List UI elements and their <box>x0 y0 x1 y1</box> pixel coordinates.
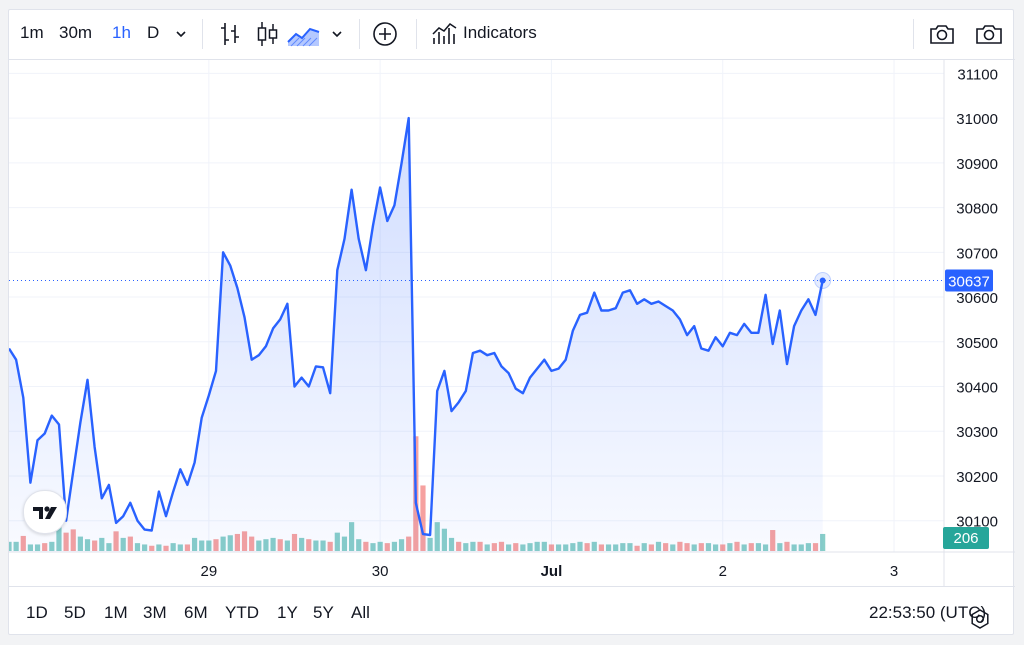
range-5y-button[interactable]: 5Y <box>313 603 334 622</box>
price-tick-label: 30800 <box>956 201 998 218</box>
price-tick-label: 30400 <box>956 380 998 397</box>
interval-30m[interactable]: 30m <box>59 23 93 42</box>
chart-toolbar: 1m 30m 1h D Indicators <box>9 10 1015 60</box>
price-area-fill <box>9 118 823 552</box>
candles-icon[interactable] <box>254 20 280 48</box>
range-1m-button[interactable]: 1M <box>104 603 128 622</box>
time-tick-label: 30 <box>372 563 389 580</box>
range-1d-button[interactable]: 1D <box>26 603 48 622</box>
last-volume-badge <box>943 527 989 549</box>
volume-bar <box>420 485 426 551</box>
last-price-badge <box>945 269 993 292</box>
time-tick-label: Jul <box>541 563 563 580</box>
toolbar-divider <box>202 19 203 49</box>
last-price-label: 30637 <box>948 274 990 291</box>
bars-icon[interactable] <box>217 20 243 48</box>
toolbar-divider <box>913 19 914 49</box>
snapshot-icon[interactable] <box>974 20 1004 48</box>
indicators-icon[interactable] <box>431 20 459 48</box>
range-6m-button[interactable]: 6M <box>184 603 208 622</box>
price-chart[interactable]: 31100 31000 30900 30800 30700 30600 30500 30400… <box>6 60 1015 586</box>
price-tick-label: 30900 <box>956 156 998 173</box>
last-volume-label: 206 <box>953 530 978 547</box>
range-3m-button[interactable]: 3M <box>143 603 167 622</box>
utc-clock: 22:53:50 (UTC) <box>869 603 987 622</box>
settings-gear-icon[interactable] <box>969 608 991 630</box>
price-tick-label: 31000 <box>956 111 998 128</box>
time-tick-label: 3 <box>890 563 898 580</box>
price-tick-label: 30500 <box>956 335 998 352</box>
range-ytd-button[interactable]: YTD <box>225 603 259 622</box>
price-tick-label: 31100 <box>957 66 998 83</box>
toolbar-divider <box>359 19 360 49</box>
time-tick-label: 29 <box>201 563 218 580</box>
chart-area[interactable]: 31100 31000 30900 30800 30700 30600 30500 30400… <box>6 60 1015 629</box>
range-5d-button[interactable]: 5D <box>64 603 86 622</box>
interval-1h[interactable]: 1h <box>112 23 131 42</box>
indicators-button[interactable]: Indicators <box>463 23 537 42</box>
price-tick-label: 30100 <box>956 514 998 531</box>
price-line <box>7 116 824 537</box>
chevron-down-icon[interactable] <box>331 29 343 39</box>
chevron-down-icon[interactable] <box>175 29 187 39</box>
interval-d[interactable]: D <box>147 23 160 42</box>
interval-1m[interactable]: 1m <box>20 23 44 42</box>
range-1y-button[interactable]: 1Y <box>277 603 298 622</box>
price-tick-label: 30700 <box>956 245 998 262</box>
range-bar: 1D 5D 1M 3M 6M YTD 1Y 5Y All 22:53:50 (U… <box>9 586 1015 636</box>
tradingview-logo-icon <box>33 506 57 519</box>
range-all-button[interactable]: All <box>351 603 370 622</box>
chart-widget: 1m 30m 1h D Indicators <box>6 9 1015 636</box>
compare-add-icon[interactable] <box>371 20 399 48</box>
price-tick-label: 30600 <box>956 290 998 307</box>
area-chart-icon[interactable] <box>287 20 321 48</box>
price-tick-label: 30300 <box>956 424 998 441</box>
last-price-dot <box>819 277 826 284</box>
tradingview-logo[interactable] <box>23 490 67 534</box>
camera-icon[interactable] <box>927 20 957 48</box>
time-tick-label: 2 <box>719 563 727 580</box>
toolbar-divider <box>416 19 417 49</box>
price-tick-label: 30200 <box>956 469 998 486</box>
